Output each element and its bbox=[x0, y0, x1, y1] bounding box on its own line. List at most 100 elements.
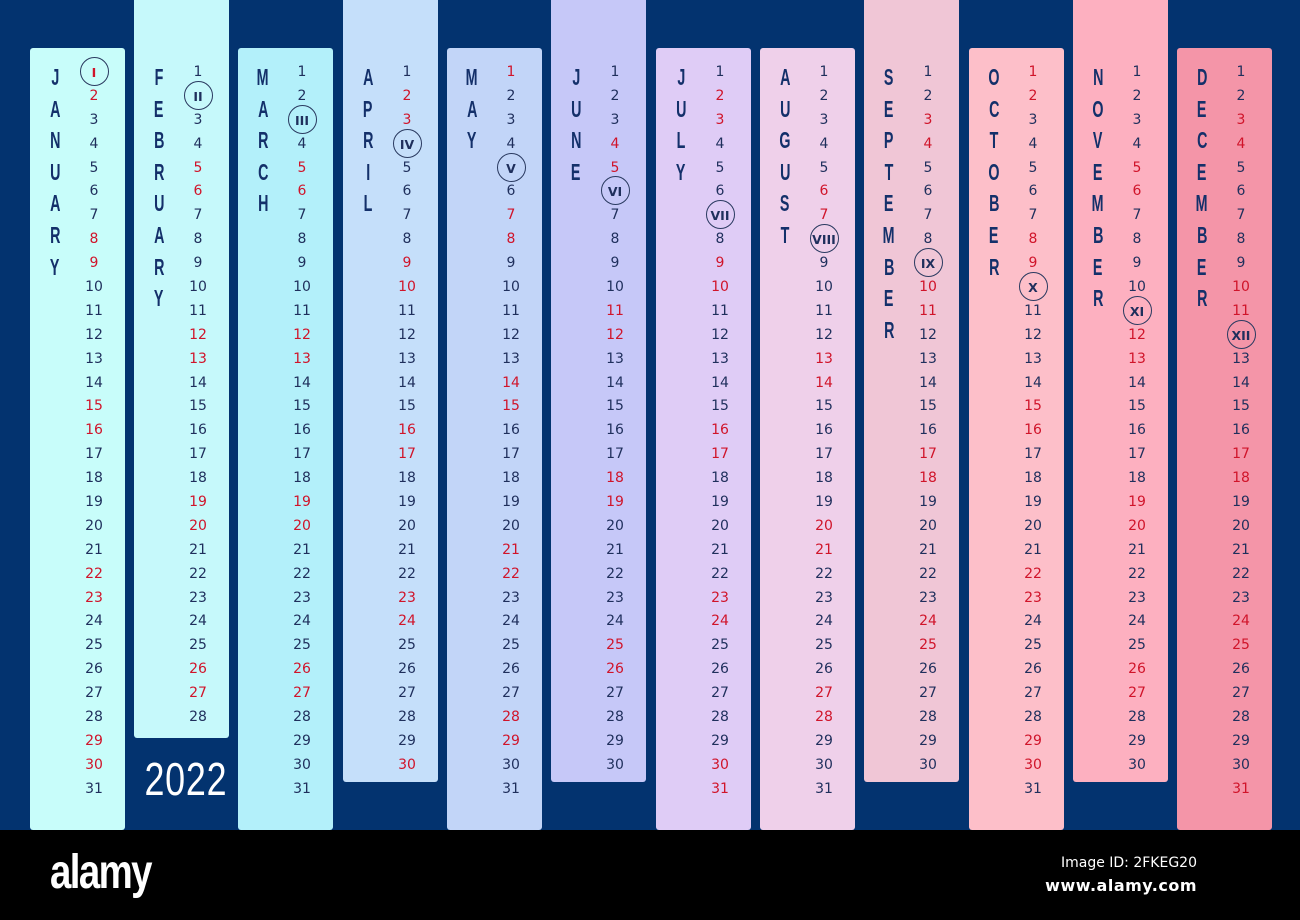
weekend-day: 22 bbox=[1024, 565, 1042, 582]
weekday: 17 bbox=[1128, 446, 1146, 463]
weekday: 21 bbox=[1232, 541, 1250, 558]
weekday: 30 bbox=[919, 756, 937, 773]
weekday: 3 bbox=[1132, 111, 1142, 128]
weekday: 4 bbox=[1028, 135, 1038, 152]
weekday: 31 bbox=[502, 780, 520, 797]
month-letter: A bbox=[257, 95, 269, 122]
month-letter: B bbox=[883, 253, 895, 280]
weekend-day: 10 bbox=[919, 279, 937, 296]
weekday: 8 bbox=[297, 231, 307, 248]
weekend-day: 20 bbox=[1128, 517, 1146, 534]
weekend-day: 19 bbox=[606, 494, 624, 511]
weekday: 16 bbox=[502, 422, 520, 439]
roman-numeral-circle: X bbox=[1018, 272, 1048, 302]
weekday: 5 bbox=[89, 159, 99, 176]
image-id: Image ID: 2FKEG20 bbox=[1060, 855, 1197, 871]
weekday: 21 bbox=[85, 541, 103, 558]
weekend-day: 6 bbox=[1132, 183, 1142, 200]
month-letter: B bbox=[988, 190, 1000, 217]
weekday: 23 bbox=[189, 589, 207, 606]
weekday: 10 bbox=[293, 279, 311, 296]
weekday: 15 bbox=[711, 398, 729, 415]
weekday: 6 bbox=[402, 183, 412, 200]
weekday: 12 bbox=[711, 326, 729, 343]
weekday: 2 bbox=[1236, 87, 1246, 104]
weekday: 19 bbox=[398, 494, 416, 511]
weekday: 29 bbox=[606, 732, 624, 749]
weekday: 13 bbox=[1232, 350, 1250, 367]
weekday: 12 bbox=[919, 326, 937, 343]
weekday: 2 bbox=[610, 87, 620, 104]
month-letter: L bbox=[676, 127, 686, 154]
weekend-day: 2 bbox=[402, 87, 412, 104]
weekday: 29 bbox=[1232, 732, 1250, 749]
weekday: 17 bbox=[1024, 446, 1042, 463]
weekday: 24 bbox=[502, 613, 520, 630]
weekend-day: 4 bbox=[610, 135, 620, 152]
weekday: 5 bbox=[923, 159, 933, 176]
weekday: 11 bbox=[502, 302, 520, 319]
weekend-day: 5 bbox=[610, 159, 620, 176]
weekday: 1 bbox=[610, 64, 620, 80]
month-letter: Y bbox=[154, 285, 164, 312]
weekday: 10 bbox=[1128, 279, 1146, 296]
roman-numeral-circle: I bbox=[79, 57, 109, 86]
weekend-day: 5 bbox=[193, 159, 203, 176]
weekday: 28 bbox=[1128, 709, 1146, 726]
weekend-day: 30 bbox=[398, 756, 416, 773]
weekend-day: 22 bbox=[85, 565, 103, 582]
weekday: 17 bbox=[293, 446, 311, 463]
weekday: 4 bbox=[715, 135, 725, 152]
weekday: 1 bbox=[1132, 64, 1142, 80]
weekend-day: 21 bbox=[502, 541, 520, 558]
weekend-day: 1 bbox=[506, 64, 516, 80]
month-letter: F bbox=[154, 64, 164, 90]
weekday: 16 bbox=[606, 422, 624, 439]
month-column-july: J U L Y 1 2 3 4 5 6 VII 8 9 10 11 12 13 14 15 16 17 18 19 20 21 2… bbox=[656, 48, 751, 830]
weekend-day: 24 bbox=[711, 613, 729, 630]
weekday: 4 bbox=[297, 135, 307, 152]
weekend-day: 9 bbox=[1028, 255, 1038, 272]
weekend-day: 31 bbox=[711, 780, 729, 797]
weekend-day: 26 bbox=[189, 661, 207, 678]
weekday: 10 bbox=[85, 279, 103, 296]
month-letter: P bbox=[363, 95, 373, 122]
weekday: 25 bbox=[1024, 637, 1042, 654]
weekday: 24 bbox=[85, 613, 103, 630]
day-list: 1 2 3 4 V 6 7 8 9 10 11 12 13 14 15 16 17 18 19 20 21 22 23 24 2… bbox=[491, 61, 531, 802]
weekday: 5 bbox=[1028, 159, 1038, 176]
weekday: 21 bbox=[1024, 541, 1042, 558]
month-letter: B bbox=[1196, 221, 1208, 248]
weekend-day: 8 bbox=[1028, 231, 1038, 248]
weekend-day: 12 bbox=[1128, 326, 1146, 343]
weekend-day: 26 bbox=[1128, 661, 1146, 678]
month-number-badge: IX bbox=[908, 248, 948, 278]
weekday: 8 bbox=[1236, 231, 1246, 248]
month-letter: C bbox=[257, 158, 269, 185]
weekday: 6 bbox=[89, 183, 99, 200]
weekend-day: 6 bbox=[193, 183, 203, 200]
weekday: 7 bbox=[402, 207, 412, 224]
month-letter: C bbox=[988, 95, 1000, 122]
weekend-day: 7 bbox=[506, 207, 516, 224]
alamy-logo: alamy bbox=[50, 846, 152, 899]
weekend-day: 10 bbox=[711, 279, 729, 296]
month-letter: B bbox=[1092, 221, 1104, 248]
weekend-day: 15 bbox=[85, 398, 103, 415]
weekday: 22 bbox=[1232, 565, 1250, 582]
month-letter: A bbox=[153, 221, 165, 248]
weekday: 28 bbox=[85, 709, 103, 726]
day-list: 1 II 3 4 5 6 7 8 9 10 11 12 13 14 15 16 17 18 19 20 21 22 23 24… bbox=[178, 61, 218, 730]
weekday: 27 bbox=[398, 685, 416, 702]
weekday: 16 bbox=[1128, 422, 1146, 439]
weekday: 25 bbox=[189, 637, 207, 654]
weekday: 29 bbox=[815, 732, 833, 749]
weekday: 5 bbox=[402, 159, 412, 176]
month-letter: B bbox=[153, 127, 165, 154]
month-number-badge: III bbox=[282, 104, 322, 134]
roman-numeral-circle: IX bbox=[913, 248, 943, 278]
weekday: 3 bbox=[610, 111, 620, 128]
weekday: 8 bbox=[1132, 231, 1142, 248]
